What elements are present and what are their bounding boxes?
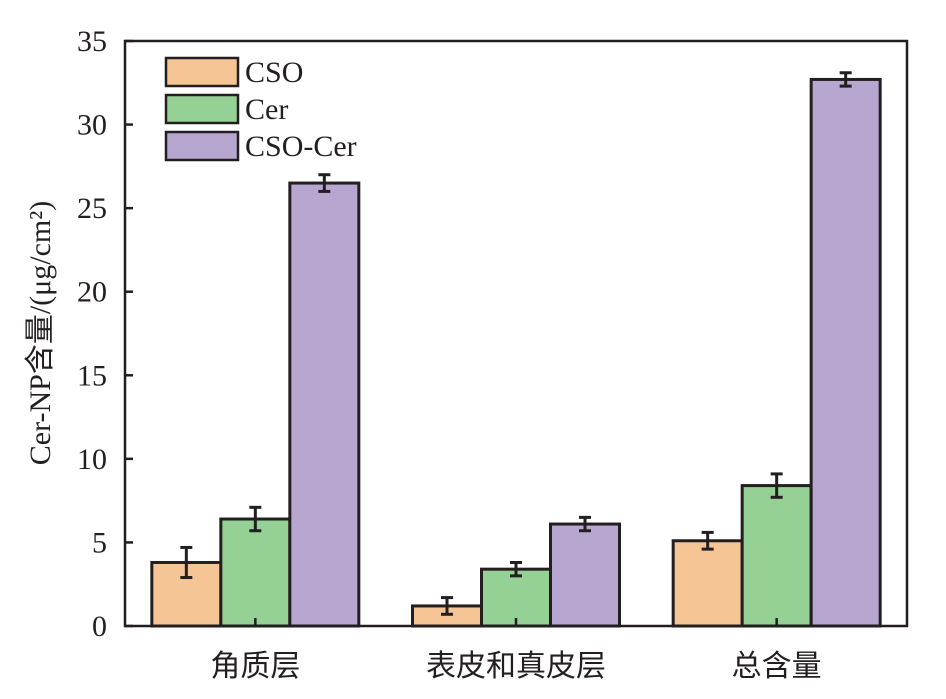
error-bar-cso-cer-2 [839, 71, 852, 88]
x-tick-label: 角质层 [210, 649, 300, 684]
bar-cso-2 [671, 539, 744, 628]
bar-cer-0 [219, 517, 292, 628]
legend-swatch-cso [164, 56, 240, 88]
bar-cso-cer-0 [288, 181, 361, 628]
legend-swatch-cer [164, 93, 240, 125]
legend-label-cso: CSO [245, 56, 303, 89]
bar-cer-2 [740, 484, 813, 628]
y-axis: 0 5 10 15 20 25 30 35 [77, 25, 133, 643]
legend-label-cer: Cer [245, 93, 288, 126]
error-bar-cso-cer-1 [579, 515, 591, 533]
legend-label-cso-cer: CSO-Cer [245, 130, 357, 163]
error-bar-cso-2 [701, 530, 714, 551]
bar-cso-cer-2 [809, 77, 882, 628]
y-tick-label: 25 [77, 192, 107, 225]
x-axis: 角质层 表皮和真皮层 总含量 [210, 618, 822, 684]
y-axis-title: Cer-NP含量/(μg/cm²) [24, 201, 57, 465]
error-bar-cso-cer-0 [318, 173, 331, 193]
error-bar-cer-1 [510, 560, 522, 578]
bar-cso-cer-1 [549, 522, 621, 628]
y-tick-label: 30 [77, 109, 107, 142]
error-bar-cer-0 [249, 505, 262, 533]
x-tick-label: 表皮和真皮层 [426, 649, 606, 684]
legend-swatch-cso-cer [164, 130, 240, 162]
y-tick-label: 10 [77, 443, 107, 476]
legend: CSO Cer CSO-Cer [164, 56, 357, 163]
bar-cer-1 [480, 567, 552, 628]
error-bars-layer [180, 71, 852, 616]
error-bar-cso-0 [180, 545, 193, 580]
y-tick-label: 5 [92, 526, 107, 559]
y-tick-label: 0 [92, 610, 107, 643]
y-tick-label: 20 [77, 276, 107, 309]
error-bar-cso-1 [441, 596, 453, 616]
y-tick-label: 35 [77, 25, 107, 58]
x-tick-label: 总含量 [732, 649, 822, 684]
error-bar-cer-2 [770, 472, 783, 499]
y-tick-label: 15 [77, 359, 107, 392]
